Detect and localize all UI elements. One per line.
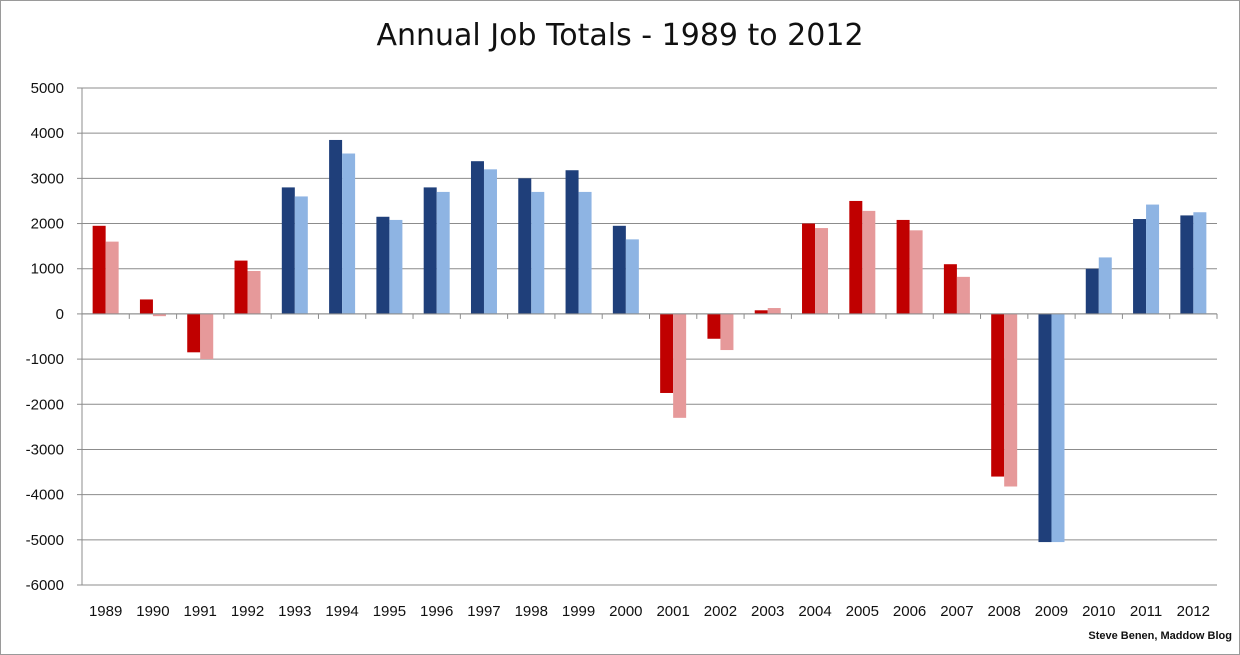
bar-2012-2 — [1193, 212, 1207, 314]
bar-1997-2 — [483, 169, 497, 314]
x-tick-label: 1995 — [373, 603, 406, 620]
bar-2004-2 — [815, 228, 829, 314]
bars — [92, 139, 1207, 543]
y-tick-label: -6000 — [26, 577, 64, 594]
bar-1996-2 — [436, 191, 450, 314]
x-tick-label: 2001 — [656, 603, 689, 620]
bar-2010-1 — [1085, 268, 1099, 314]
bar-2005-1 — [849, 200, 863, 314]
bar-1999-2 — [578, 191, 592, 314]
x-tick-label: 1990 — [136, 603, 169, 620]
x-tick-label: 2007 — [940, 603, 973, 620]
bar-2006-2 — [909, 230, 923, 314]
x-tick-label: 2011 — [1130, 603, 1162, 620]
chart-credit: Steve Benen, Maddow Blog — [1088, 630, 1232, 642]
bar-2006-1 — [896, 219, 910, 314]
bar-1993-1 — [281, 187, 295, 314]
bar-1989-1 — [92, 225, 106, 314]
bar-1990-1 — [139, 299, 153, 314]
x-tick-label: 2002 — [704, 603, 737, 620]
bar-1991-2 — [200, 313, 214, 360]
bar-1989-2 — [105, 241, 119, 314]
x-tick-label: 1989 — [89, 603, 122, 620]
bar-1999-1 — [565, 170, 579, 314]
y-tick-label: -3000 — [26, 441, 64, 458]
x-tick-label: 2005 — [846, 603, 879, 620]
y-tick-label: -1000 — [26, 351, 64, 368]
bar-2002-1 — [707, 313, 721, 339]
y-tick-label: 4000 — [31, 125, 64, 142]
bar-2004-1 — [802, 223, 816, 314]
bar-2008-1 — [991, 313, 1005, 477]
x-tick-label: 1991 — [184, 603, 217, 620]
bar-1997-1 — [470, 161, 484, 314]
bar-2003-1 — [754, 310, 768, 314]
axes — [77, 87, 1218, 586]
bar-1995-2 — [389, 219, 403, 314]
bar-1993-2 — [294, 196, 308, 314]
bar-1995-1 — [376, 216, 390, 314]
y-tick-label: 1000 — [31, 261, 64, 278]
chart-title: Annual Job Totals - 1989 to 2012 — [376, 18, 864, 53]
y-tick-label: 5000 — [31, 80, 64, 97]
bar-2010-2 — [1098, 257, 1112, 314]
y-tick-label: 0 — [56, 306, 64, 323]
x-tick-label: 1992 — [231, 603, 264, 620]
bar-2008-2 — [1004, 313, 1018, 487]
x-tick-label: 1998 — [515, 603, 548, 620]
x-tick-label: 2010 — [1082, 603, 1115, 620]
bar-2011-2 — [1146, 204, 1160, 314]
bar-1994-2 — [342, 153, 356, 314]
x-tick-label: 1993 — [278, 603, 311, 620]
bar-1992-2 — [247, 270, 261, 314]
bar-2002-2 — [720, 313, 734, 351]
bar-1994-1 — [329, 139, 343, 314]
bar-2009-2 — [1051, 313, 1065, 543]
y-tick-label: 2000 — [31, 216, 64, 233]
y-tick-label: -2000 — [26, 396, 64, 413]
x-tick-label: 2004 — [798, 603, 831, 620]
bar-2001-1 — [660, 313, 674, 393]
bar-1998-2 — [531, 191, 545, 314]
bar-2003-2 — [767, 308, 781, 314]
x-tick-label: 1996 — [420, 603, 453, 620]
bar-2000-2 — [625, 239, 639, 314]
bar-2000-1 — [612, 225, 626, 314]
y-tick-labels: 5000 4000 3000 2000 1000 0 -1000 -2000 -3000 -400… — [26, 80, 64, 594]
x-tick-label: 1997 — [467, 603, 500, 620]
y-tick-label: -5000 — [26, 532, 64, 549]
x-tick-label: 2003 — [751, 603, 784, 620]
bar-1990-2 — [152, 313, 166, 317]
x-tick-label: 2012 — [1177, 603, 1210, 620]
bar-1992-1 — [234, 260, 248, 314]
x-tick-label: 2000 — [609, 603, 642, 620]
y-tick-label: 3000 — [31, 170, 64, 187]
bar-2007-2 — [956, 276, 970, 314]
x-tick-label: 1994 — [325, 603, 358, 620]
bar-2001-2 — [673, 313, 687, 418]
x-tick-label: 2009 — [1035, 603, 1068, 620]
x-tick-label: 2006 — [893, 603, 926, 620]
bar-2005-2 — [862, 210, 876, 314]
bar-2012-1 — [1180, 215, 1194, 314]
bar-1996-1 — [423, 187, 437, 314]
bar-2011-1 — [1133, 219, 1147, 314]
bar-2007-1 — [943, 264, 957, 314]
bar-1991-1 — [187, 313, 201, 353]
x-tick-label: 2008 — [988, 603, 1021, 620]
bar-2009-1 — [1038, 313, 1052, 543]
bar-1998-1 — [518, 178, 532, 314]
x-tick-labels: 1989 1990 1991 1992 1993 1994 1995 1996 1997 1998… — [89, 603, 1210, 620]
x-tick-label: 1999 — [562, 603, 595, 620]
y-tick-label: -4000 — [26, 487, 64, 504]
